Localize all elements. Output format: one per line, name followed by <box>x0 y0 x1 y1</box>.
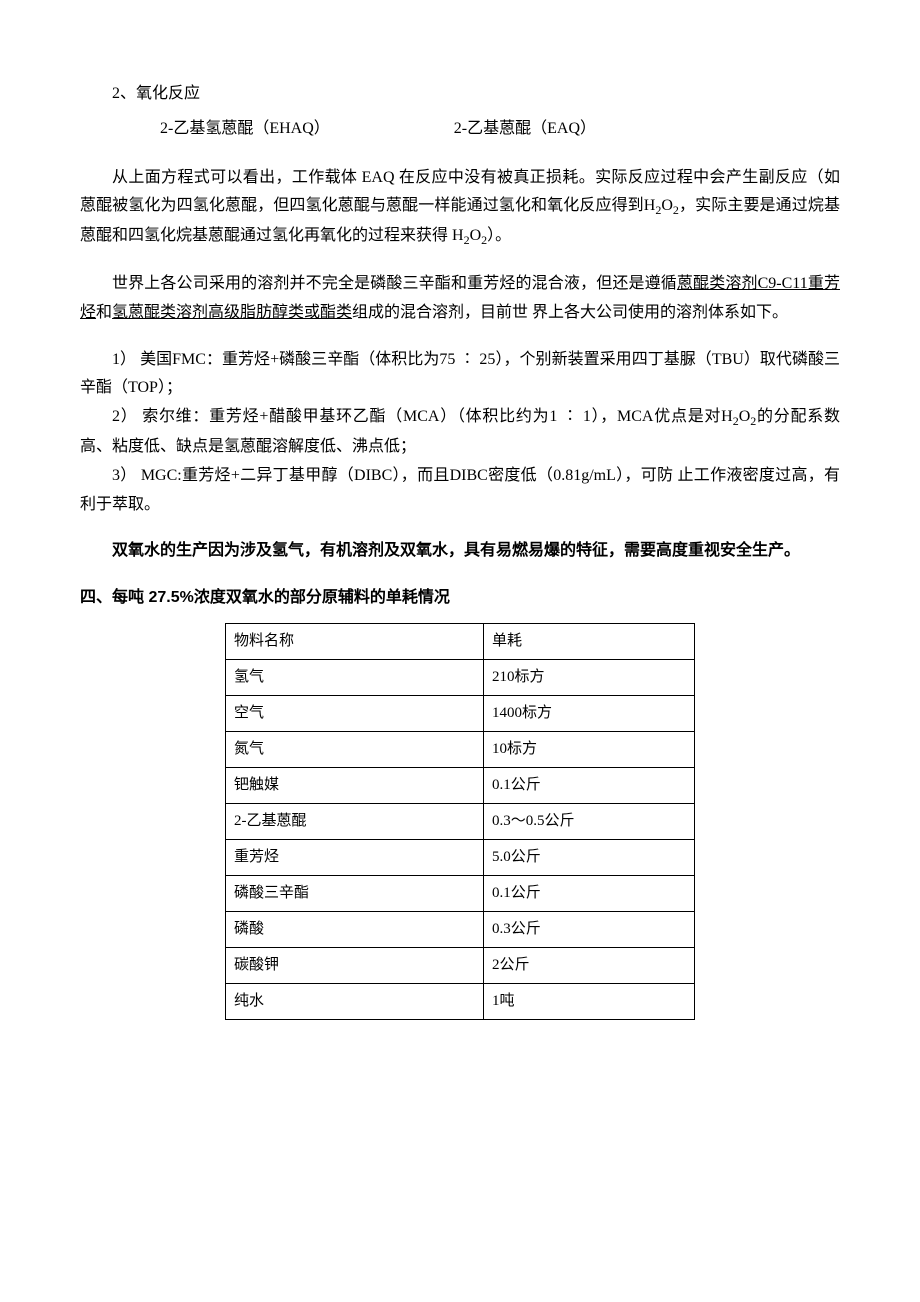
list-item-2: 2） 索尔维：重芳烃+醋酸甲基环乙酯（MCA）（体积比约为1 ∶ 1），MCA优… <box>80 403 840 462</box>
table-cell: 1吨 <box>483 983 694 1019</box>
table-cell: 210标方 <box>483 659 694 695</box>
table-cell: 0.1公斤 <box>483 875 694 911</box>
table-cell: 0.3公斤 <box>483 911 694 947</box>
table-cell: 0.3〜0.5公斤 <box>483 803 694 839</box>
table-row: 重芳烃5.0公斤 <box>226 839 695 875</box>
table-row: 钯触媒0.1公斤 <box>226 767 695 803</box>
table-cell: 10标方 <box>483 731 694 767</box>
table-header-name: 物料名称 <box>226 623 484 659</box>
table-cell: 2公斤 <box>483 947 694 983</box>
heading-section-4: 四、每吨 27.5%浓度双氧水的部分原辅料的单耗情况 <box>80 584 840 613</box>
table-row: 氮气10标方 <box>226 731 695 767</box>
formula-eaq: 2-乙基蒽醌（EAQ） <box>454 115 596 144</box>
li2-text-a: 2） 索尔维：重芳烃+醋酸甲基环乙酯（MCA）（体积比约为1 ∶ 1），MCA优… <box>112 408 733 425</box>
safety-bold-paragraph: 双氧水的生产因为涉及氢气，有机溶剂及双氧水，具有易燃易爆的特征，需要高度重视安全… <box>80 537 840 566</box>
table-cell: 5.0公斤 <box>483 839 694 875</box>
list-item-1: 1） 美国FMC：重芳烃+磷酸三辛酯（体积比为75 ∶ 25），个别新装置采用四… <box>80 346 840 404</box>
table-row: 氢气210标方 <box>226 659 695 695</box>
table-row: 碳酸钾2公斤 <box>226 947 695 983</box>
section-2-title: 2、氧化反应 <box>80 80 840 109</box>
table-row: 磷酸三辛酯0.1公斤 <box>226 875 695 911</box>
table-cell: 碳酸钾 <box>226 947 484 983</box>
formula-line: 2-乙基氢蒽醌（EHAQ） 2-乙基蒽醌（EAQ） <box>80 115 840 144</box>
table-cell: 钯触媒 <box>226 767 484 803</box>
p2-underline-2: 氢蒽醌类溶剂高级脂肪醇类或酯类 <box>112 304 352 321</box>
table-cell: 2-乙基蒽醌 <box>226 803 484 839</box>
table-cell: 氢气 <box>226 659 484 695</box>
table-cell: 1400标方 <box>483 695 694 731</box>
table-cell: 0.1公斤 <box>483 767 694 803</box>
p1-text-b: O <box>661 197 673 214</box>
table-header-consumption: 单耗 <box>483 623 694 659</box>
list-item-3: 3） MGC:重芳烃+二异丁基甲醇（DIBC），而且DIBC密度低（0.81g/… <box>80 462 840 520</box>
table-row: 纯水1吨 <box>226 983 695 1019</box>
p1-text-d: O <box>470 227 482 244</box>
p2-text-c: 组成的混合溶剂，目前世 界上各大公司使用的溶剂体系如下。 <box>352 304 788 321</box>
solvent-list: 1） 美国FMC：重芳烃+磷酸三辛酯（体积比为75 ∶ 25），个别新装置采用四… <box>80 346 840 520</box>
paragraph-1: 从上面方程式可以看出，工作载体 EAQ 在反应中没有被真正损耗。实际反应过程中会… <box>80 164 840 252</box>
li2-text-b: O <box>739 408 751 425</box>
table-cell: 氮气 <box>226 731 484 767</box>
table-row: 空气1400标方 <box>226 695 695 731</box>
table-row: 2-乙基蒽醌0.3〜0.5公斤 <box>226 803 695 839</box>
table-cell: 磷酸 <box>226 911 484 947</box>
table-cell: 磷酸三辛酯 <box>226 875 484 911</box>
table-row: 磷酸0.3公斤 <box>226 911 695 947</box>
p1-text-e: ）。 <box>487 227 511 244</box>
paragraph-2: 世界上各公司采用的溶剂并不完全是磷酸三辛酯和重芳烃的混合液，但还是遵循蒽醌类溶剂… <box>80 270 840 328</box>
table-cell: 纯水 <box>226 983 484 1019</box>
p2-text-a: 世界上各公司采用的溶剂并不完全是磷酸三辛酯和重芳烃的混合液，但还是遵循 <box>112 275 677 292</box>
table-cell: 空气 <box>226 695 484 731</box>
formula-ehaq: 2-乙基氢蒽醌（EHAQ） <box>160 115 330 144</box>
consumption-table: 物料名称单耗氢气210标方空气1400标方氮气10标方钯触媒0.1公斤2-乙基蒽… <box>225 623 695 1020</box>
p2-text-b: 和 <box>96 304 112 321</box>
table-cell: 重芳烃 <box>226 839 484 875</box>
